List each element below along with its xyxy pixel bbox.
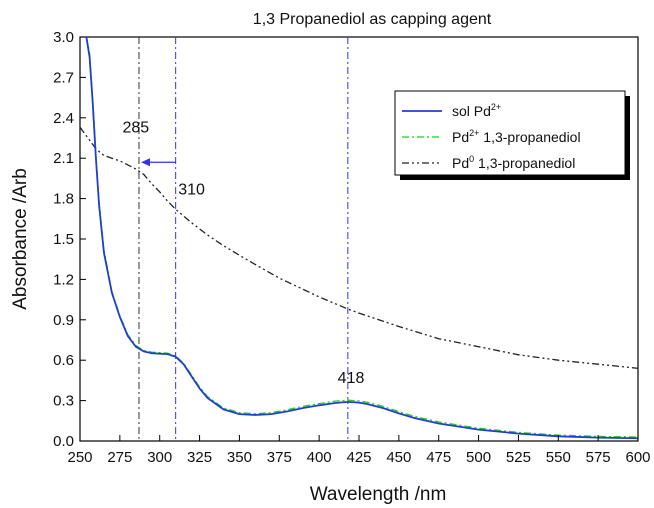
x-tick-label: 275 [107, 449, 132, 466]
y-tick-label: 2.7 [53, 69, 74, 86]
y-tick-label: 1.5 [53, 231, 74, 248]
y-tick-label: 1.2 [53, 271, 74, 288]
y-tick-label: 0.9 [53, 312, 74, 329]
series-line [79, 126, 639, 369]
x-tick-label: 450 [386, 449, 411, 466]
shift-arrow-head [140, 158, 150, 167]
x-tick-label: 500 [466, 449, 491, 466]
legend-label: Pd2+ 1,3-propanediol [452, 128, 581, 145]
y-axis: 0.0 0.3 0.6 0.9 1.2 1.5 1.8 2.1 2.4 2.7 3.0 [53, 29, 86, 450]
x-tick-label: 350 [227, 449, 252, 466]
x-tick-label: 250 [67, 449, 92, 466]
series-layer [79, 36, 639, 440]
x-tick-label: 475 [426, 449, 451, 466]
x-axis-title: Wavelength /nm [310, 484, 447, 505]
x-tick-label: 525 [506, 449, 531, 466]
y-tick-label: 2.4 [53, 110, 74, 127]
legend-label: Pd0 1,3-propanediol [452, 154, 575, 171]
y-tick-label: 1.8 [53, 191, 74, 208]
y-tick-label: 0.6 [53, 352, 74, 369]
peak-annotation: 310 [178, 182, 205, 199]
y-tick-label: 2.1 [53, 150, 74, 167]
y-tick-label: 0.3 [53, 393, 74, 410]
y-tick-label: 0.0 [53, 433, 74, 450]
legend: sol Pd2+ Pd2+ 1,3-propanediol Pd0 1,3-prop… [394, 90, 630, 180]
y-axis-title: Absorbance /Arb [10, 168, 31, 310]
x-tick-label: 550 [546, 449, 571, 466]
y-tick-label: 3.0 [53, 29, 74, 46]
peak-annotation: 418 [338, 370, 365, 387]
x-tick-label: 425 [346, 449, 371, 466]
annotations: 285 310 418 [122, 120, 364, 387]
series-line [85, 36, 639, 440]
legend-box [394, 90, 626, 176]
peak-annotation: 285 [122, 120, 149, 137]
x-tick-label: 600 [625, 449, 650, 466]
x-tick-label: 325 [187, 449, 212, 466]
x-tick-label: 575 [586, 449, 611, 466]
legend-label: sol Pd2+ [452, 102, 501, 119]
reference-lines [138, 37, 349, 441]
x-tick-label: 400 [307, 449, 332, 466]
x-tick-label: 300 [147, 449, 172, 466]
series-line [85, 36, 639, 438]
x-axis: 250 275 300 325 350 375 400 425 450 475 500 525 550 5… [67, 435, 651, 466]
x-tick-label: 375 [267, 449, 292, 466]
chart-title: 1,3 Propanediol as capping agent [253, 11, 492, 28]
